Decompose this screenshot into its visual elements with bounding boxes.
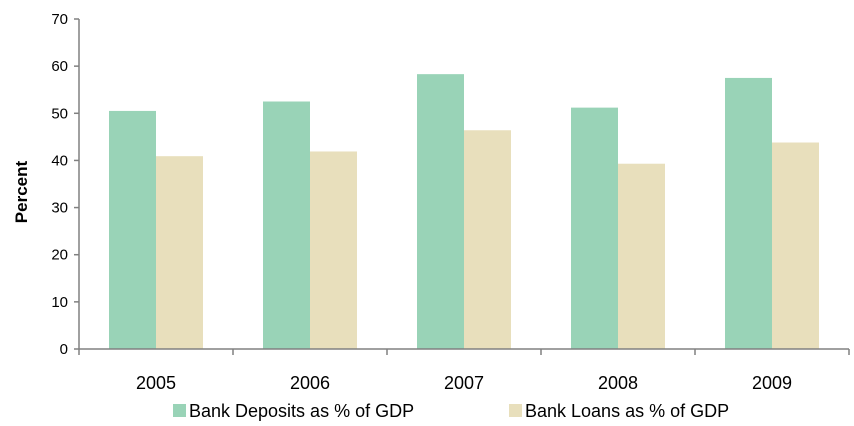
legend: Bank Deposits as % of GDP Bank Loans as %…	[173, 401, 729, 421]
y-tick-label: 70	[51, 11, 68, 28]
y-tick-label: 10	[51, 294, 68, 311]
bar-loans-2006	[310, 151, 357, 349]
y-ticks-layer: 0 10 20 30 40 50 60 70	[51, 11, 79, 358]
y-tick-label: 60	[51, 58, 68, 75]
y-axis-label: Percent	[12, 160, 31, 223]
legend-swatch	[509, 404, 522, 417]
y-tick-label: 50	[51, 105, 68, 122]
x-category-label: 2005	[136, 373, 176, 393]
bar-deposits-2008	[571, 107, 618, 349]
y-tick-label: 40	[51, 152, 68, 169]
bar-loans-2008	[618, 163, 665, 349]
x-category-label: 2006	[290, 373, 330, 393]
x-category-label: 2008	[598, 373, 638, 393]
legend-label: Bank Loans as % of GDP	[525, 401, 729, 421]
bar-deposits-2007	[417, 74, 464, 350]
bar-loans-2009	[772, 142, 819, 349]
bars-layer	[109, 74, 819, 350]
bar-deposits-2005	[109, 110, 156, 349]
axes-layer	[78, 19, 849, 350]
x-ticks-layer: 2005 2006 2007 2008 2009	[78, 349, 850, 393]
x-category-label: 2007	[444, 373, 484, 393]
bar-deposits-2009	[725, 77, 772, 349]
bar-loans-2005	[156, 156, 203, 349]
y-tick-label: 20	[51, 247, 68, 264]
y-tick-label: 30	[51, 200, 68, 217]
legend-swatch	[173, 404, 186, 417]
bar-loans-2007	[464, 130, 511, 349]
y-tick-label: 0	[60, 341, 68, 358]
legend-label: Bank Deposits as % of GDP	[189, 401, 414, 421]
x-category-label: 2009	[752, 373, 792, 393]
bar-deposits-2006	[263, 101, 310, 349]
